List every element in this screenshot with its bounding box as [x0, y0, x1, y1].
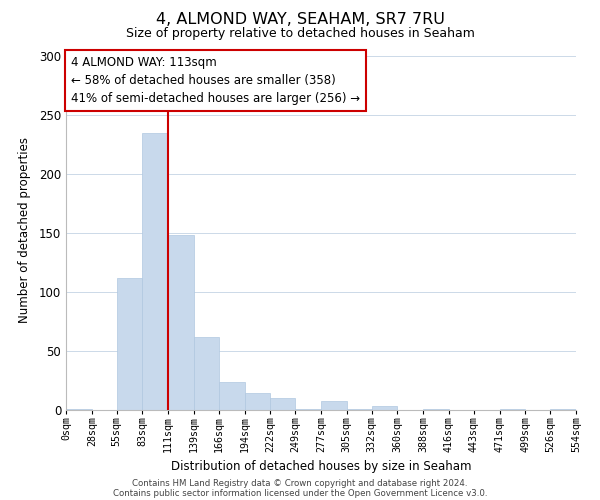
Text: 4, ALMOND WAY, SEAHAM, SR7 7RU: 4, ALMOND WAY, SEAHAM, SR7 7RU [155, 12, 445, 28]
Bar [371, 406, 397, 410]
Bar [500, 409, 526, 410]
Bar [271, 398, 295, 410]
Bar [142, 132, 168, 410]
Bar [245, 394, 271, 410]
Bar [550, 409, 576, 410]
Bar [219, 382, 245, 410]
Bar [116, 278, 142, 410]
Text: Contains HM Land Registry data © Crown copyright and database right 2024.: Contains HM Land Registry data © Crown c… [132, 478, 468, 488]
Bar [347, 409, 371, 410]
X-axis label: Distribution of detached houses by size in Seaham: Distribution of detached houses by size … [171, 460, 471, 473]
Bar [321, 400, 347, 410]
Bar [66, 409, 92, 410]
Text: Size of property relative to detached houses in Seaham: Size of property relative to detached ho… [125, 28, 475, 40]
Bar [295, 409, 321, 410]
Bar [194, 337, 219, 410]
Text: 4 ALMOND WAY: 113sqm
← 58% of detached houses are smaller (358)
41% of semi-deta: 4 ALMOND WAY: 113sqm ← 58% of detached h… [71, 56, 360, 105]
Text: Contains public sector information licensed under the Open Government Licence v3: Contains public sector information licen… [113, 488, 487, 498]
Bar [423, 409, 449, 410]
Bar [168, 236, 194, 410]
Y-axis label: Number of detached properties: Number of detached properties [17, 137, 31, 323]
